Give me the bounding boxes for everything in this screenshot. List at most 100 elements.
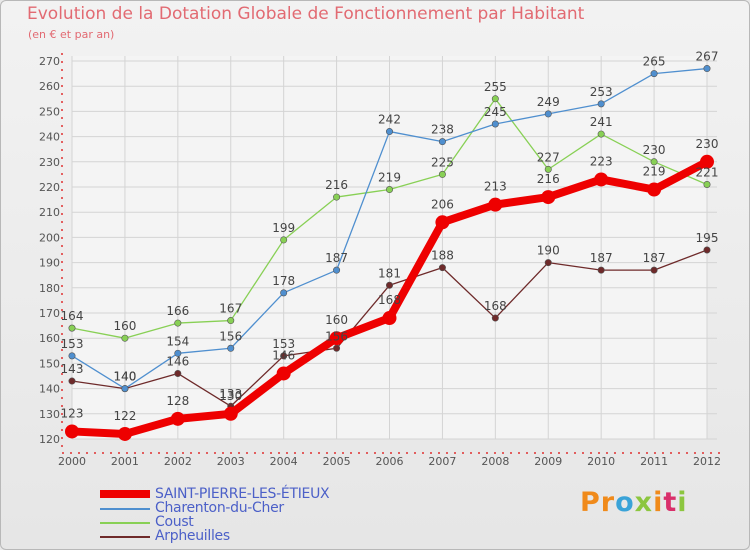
data-label: 154 [166, 334, 189, 348]
x-tick-label: 2000 [58, 455, 86, 468]
data-point [117, 426, 132, 441]
data-point [488, 197, 503, 212]
data-point [491, 314, 499, 322]
data-label: 167 [219, 302, 242, 316]
data-point [650, 70, 658, 78]
data-label: 219 [378, 171, 401, 185]
data-point [700, 154, 714, 169]
y-tick-label: 230 [39, 156, 60, 169]
y-tick-label: 120 [39, 433, 60, 446]
data-point [280, 352, 288, 360]
data-label: 188 [431, 249, 454, 263]
data-point [382, 311, 397, 326]
y-tick-label: 160 [39, 332, 60, 345]
data-label: 195 [696, 231, 719, 245]
data-label: 213 [484, 180, 507, 194]
data-point [174, 369, 182, 377]
data-label: 143 [61, 362, 84, 376]
x-tick-label: 2011 [640, 455, 668, 468]
x-tick-label: 2002 [164, 455, 192, 468]
y-tick-label: 130 [39, 408, 60, 421]
data-point [438, 138, 446, 146]
y-tick-label: 220 [39, 181, 60, 194]
data-point [491, 120, 499, 128]
data-label: 216 [325, 178, 348, 192]
y-tick-label: 170 [39, 307, 60, 320]
data-label: 160 [113, 319, 136, 333]
x-tick-label: 2009 [534, 455, 562, 468]
data-label: 153 [61, 337, 84, 351]
data-label: 238 [431, 123, 454, 137]
legend-label: Charenton-du-Cher [155, 500, 284, 516]
proxiti-logo: Proxiti [580, 487, 688, 518]
x-tick-label: 2005 [323, 455, 351, 468]
data-point [597, 100, 605, 108]
chart-title: Evolution de la Dotation Globale de Fonc… [27, 4, 585, 24]
data-label: 219 [643, 165, 666, 179]
data-point [333, 344, 341, 352]
data-label: 156 [325, 329, 348, 343]
y-tick-label: 250 [39, 105, 60, 118]
data-point [544, 259, 552, 267]
data-label: 267 [696, 50, 719, 64]
data-point [65, 424, 79, 439]
y-tick-label: 210 [39, 206, 60, 219]
data-point [227, 344, 235, 352]
data-point [223, 406, 238, 421]
x-tick-label: 2004 [270, 455, 298, 468]
data-label: 223 [590, 154, 613, 168]
data-label: 216 [537, 172, 560, 186]
data-label: 153 [272, 337, 295, 351]
data-point [703, 180, 711, 188]
x-tick-label: 2003 [217, 455, 245, 468]
data-point [333, 193, 341, 201]
data-label: 130 [219, 389, 242, 403]
data-point [68, 352, 76, 360]
data-point [541, 190, 556, 205]
data-point [227, 317, 235, 325]
data-label: 168 [484, 299, 507, 313]
data-label: 187 [643, 251, 666, 265]
data-point [121, 385, 129, 393]
data-point [174, 319, 182, 327]
legend-swatch [100, 536, 150, 538]
data-label: 123 [61, 406, 84, 420]
data-label: 249 [537, 95, 560, 109]
data-point [438, 264, 446, 272]
data-point [385, 281, 393, 289]
data-point [703, 65, 711, 73]
y-tick-label: 240 [39, 131, 60, 144]
data-label: 187 [325, 251, 348, 265]
legend-label: SAINT-PIERRE-LES-ÉTIEUX [155, 486, 330, 502]
data-point [280, 289, 288, 297]
y-tick-label: 270 [39, 55, 60, 68]
data-label: 156 [219, 329, 242, 343]
data-label: 160 [325, 313, 348, 327]
data-point [68, 324, 76, 332]
data-label: 265 [643, 55, 666, 69]
x-tick-label: 2006 [376, 455, 404, 468]
data-label: 122 [113, 409, 136, 423]
data-point [280, 236, 288, 244]
data-point [174, 349, 182, 357]
data-point [435, 215, 450, 230]
data-label: 166 [166, 304, 189, 318]
data-point [121, 334, 129, 342]
legend-label: Arpheuilles [155, 528, 230, 544]
data-point [544, 110, 552, 118]
data-point [544, 165, 552, 173]
y-tick-label: 180 [39, 282, 60, 295]
data-point [438, 170, 446, 178]
data-label: 255 [484, 80, 507, 94]
x-tick-label: 2012 [693, 455, 721, 468]
x-tick-label: 2001 [111, 455, 139, 468]
data-point [329, 331, 344, 346]
data-label: 140 [113, 370, 136, 384]
data-label: 133 [219, 387, 242, 401]
legend-swatch [100, 508, 150, 510]
data-point [647, 182, 662, 197]
data-point [276, 366, 291, 381]
data-point [385, 186, 393, 194]
x-tick-label: 2007 [428, 455, 456, 468]
data-label: 245 [484, 105, 507, 119]
